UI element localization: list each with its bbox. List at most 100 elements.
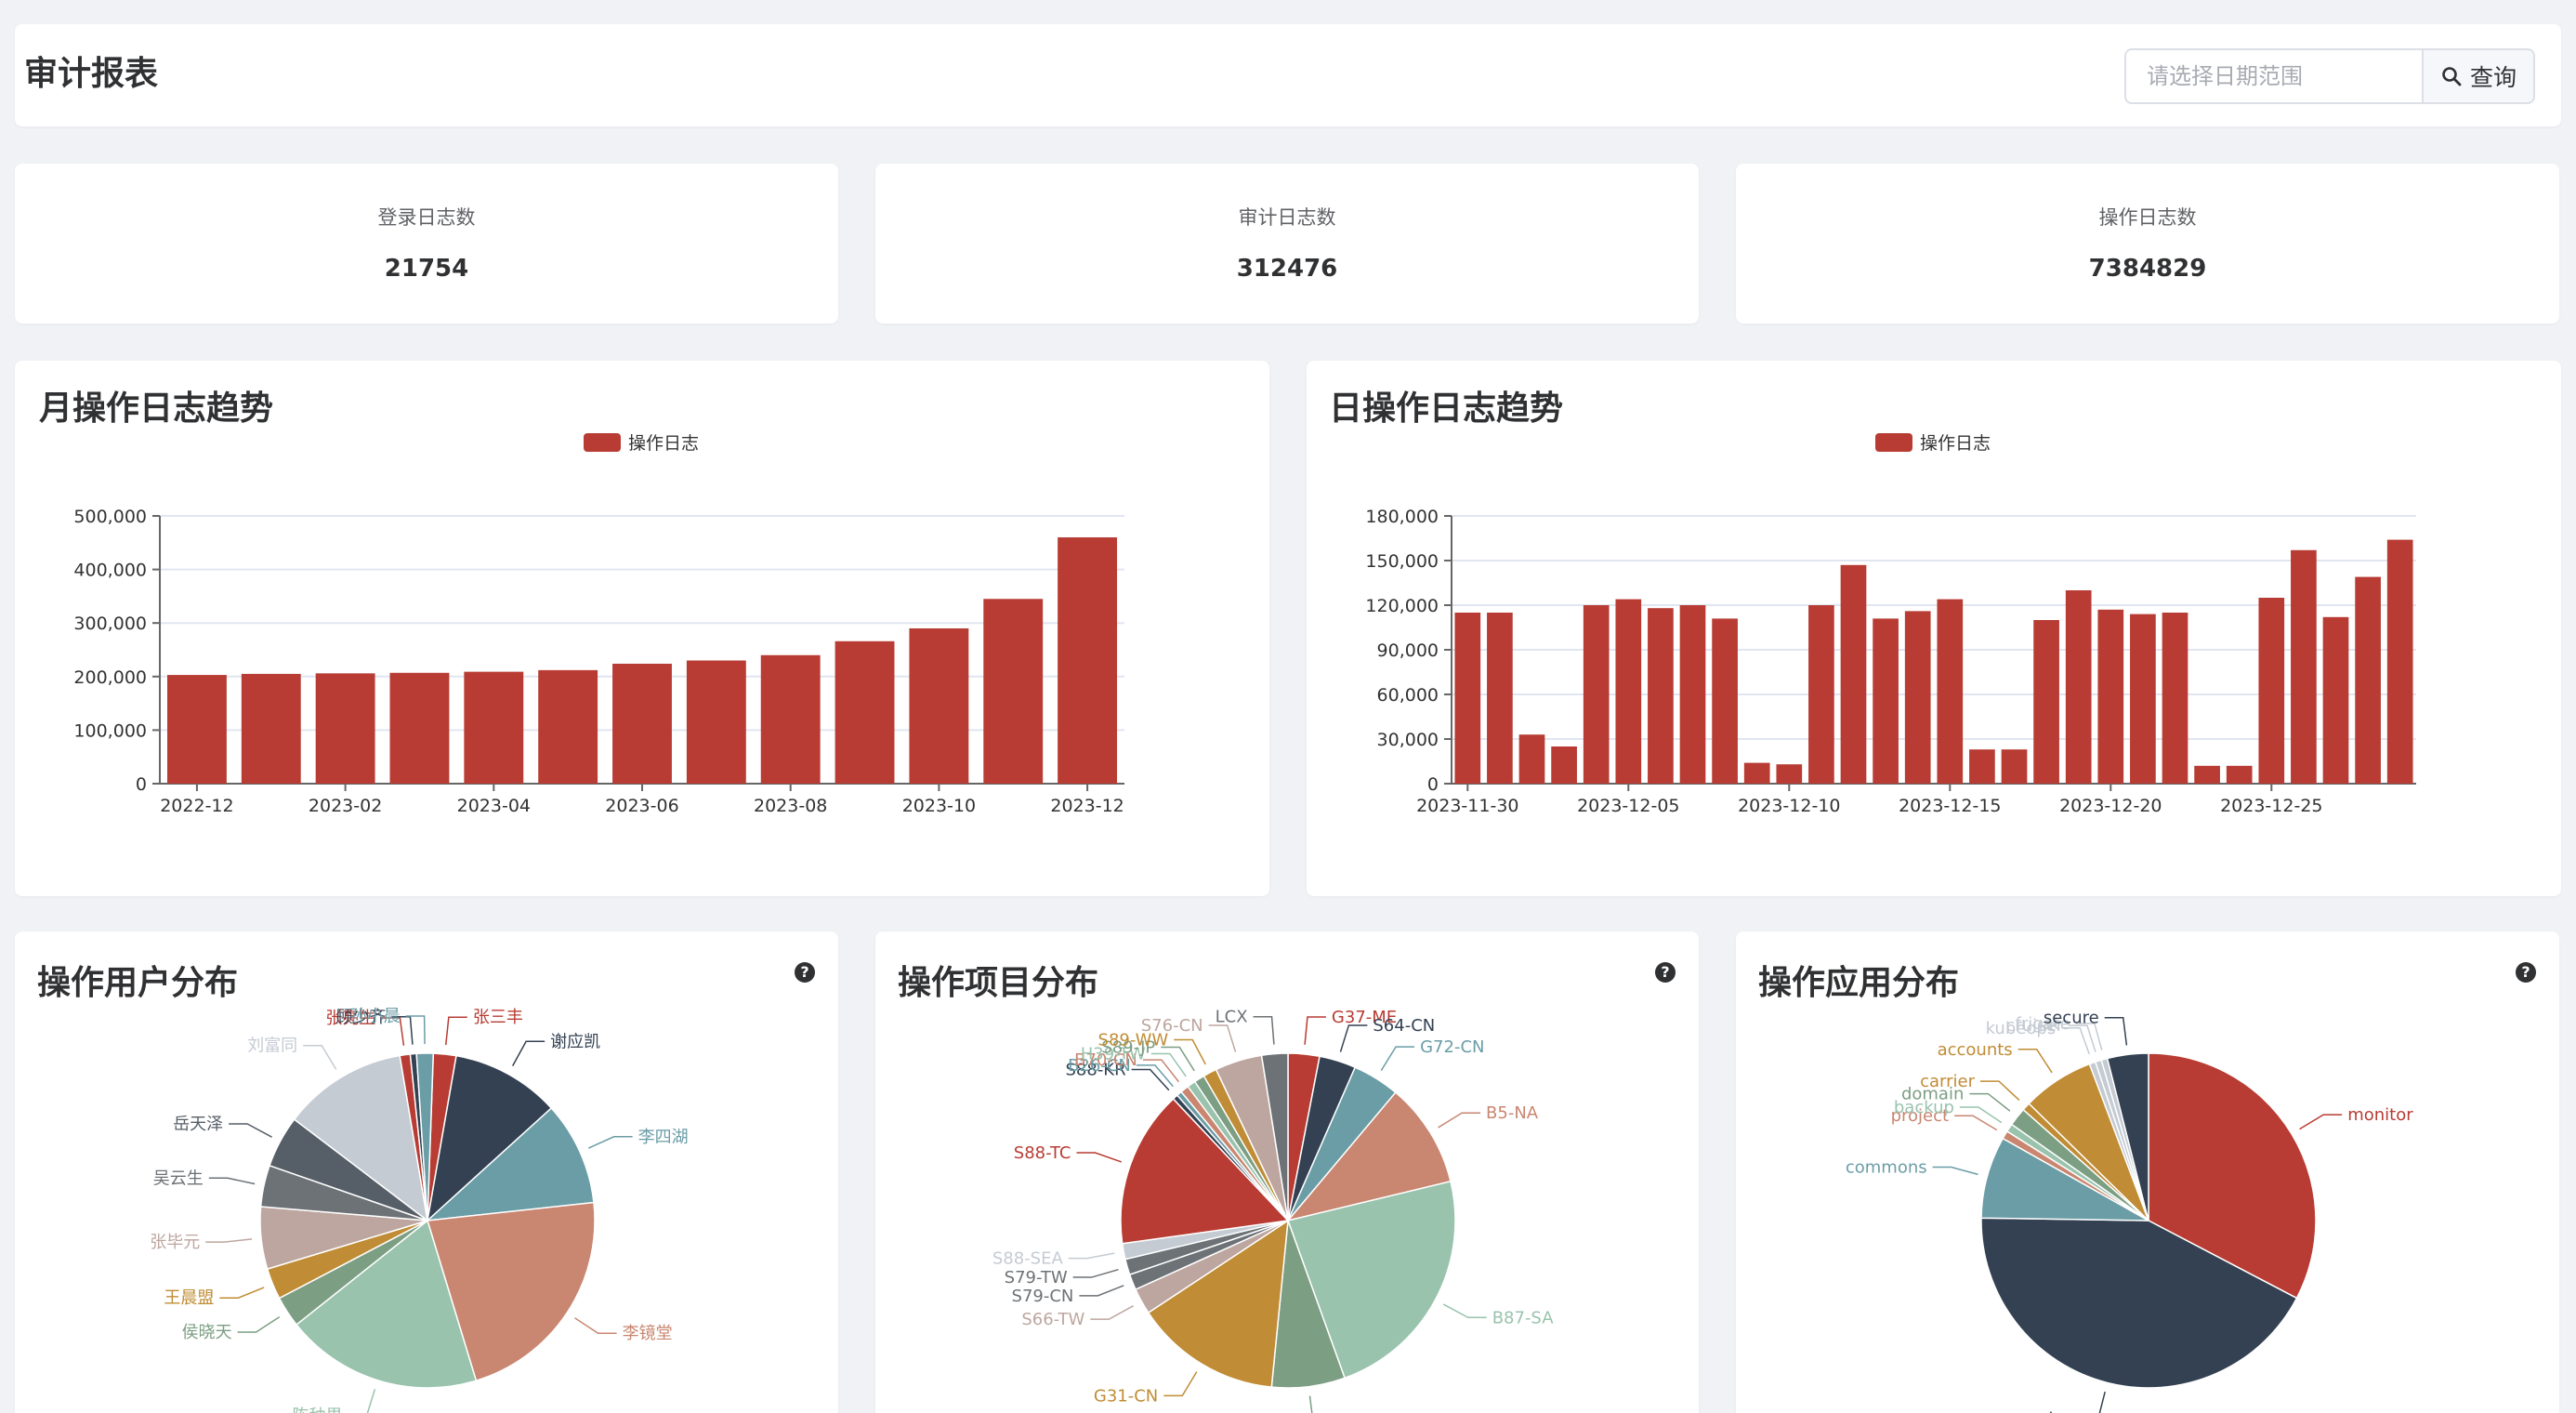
bar [2291,549,2317,784]
bar [2001,749,2028,784]
pie-slice [295,1219,478,1389]
label-line [405,1015,426,1045]
bar [1551,746,1577,784]
pie-slice [1287,1180,1456,1380]
help-icon[interactable]: ? [2516,962,2536,983]
pie-slice [1980,1137,2149,1222]
slice-label: G37-ME [1332,1008,1397,1027]
x-tick-label: 2023-10 [902,796,976,816]
pie-slice [1980,1217,2298,1389]
bar [1615,599,1642,784]
x-tick-label: 2023-04 [457,796,531,816]
label-line [1076,1152,1123,1163]
pie-slice [293,1054,429,1222]
project-pie-chart: G37-MES64-CNG72-CNB5-NAB87-SAG72-EURG31-… [992,1008,1554,1413]
slice-label: S66-TW [1021,1310,1084,1329]
slice-label: S79-CN [1012,1287,1074,1306]
label-line [2068,1024,2096,1052]
bar [1058,537,1118,784]
label-line [2075,1023,2103,1050]
slice-label: G31-CN [1094,1386,1158,1406]
pie-slice [2106,1052,2149,1222]
slice-label: carrier [1920,1072,1975,1091]
label-line [2299,1114,2343,1130]
slice-label: kubeops [1986,1019,2057,1038]
slice-label: 谢应凯 [550,1032,600,1051]
x-tick-label: 2023-11-30 [1416,796,1518,816]
help-icon[interactable]: ? [1655,962,1676,983]
slice-label: 顾少齐 [335,1008,386,1027]
label-line [1304,1016,1326,1045]
slice-label: project [1891,1106,1949,1126]
label-line [574,1317,617,1334]
label-line [1438,1112,1481,1129]
slice-label: G72-CN [1420,1037,1484,1057]
slice-label: 李四湖 [638,1128,689,1147]
help-icon[interactable]: ? [795,962,815,983]
bar [1518,734,1545,784]
label-line [444,1016,467,1046]
label-line [1442,1303,1487,1319]
search-icon [2442,67,2462,86]
pie-slice [1147,1219,1289,1388]
slice-label: 张毕元 [150,1233,200,1252]
label-line [1136,1064,1174,1088]
slice-label: S88-TC [1014,1143,1071,1163]
y-tick-label: 30,000 [1377,730,1439,750]
slice-label: commons [1846,1158,1927,1178]
slice-label: LCX [1216,1008,1248,1027]
bar [1873,618,1899,784]
bar [1743,762,1770,784]
monthly-chart-title: 月操作日志趋势 [39,390,274,428]
label-line [1163,1371,1198,1397]
label-line [366,1389,376,1413]
pie-slice [1260,1052,1289,1222]
slice-label: 侯晓天 [182,1323,232,1342]
y-tick-label: 300,000 [73,614,147,634]
x-tick-label: 2023-12 [1050,796,1124,816]
bar [612,663,672,784]
legend-swatch [1875,433,1912,452]
y-tick-label: 180,000 [1365,507,1439,527]
y-tick-label: 0 [1427,774,1439,795]
slice-label: S88-SEA [992,1249,1064,1269]
bar [2065,590,2092,784]
bar [2162,613,2188,784]
label-line [219,1287,265,1299]
slice-label: 陈种果 [293,1406,343,1413]
date-range-input[interactable] [2124,48,2424,104]
daily-chart-title: 日操作日志趋势 [1329,390,1564,428]
slice-label: 孙小晨 [350,1007,401,1026]
label-line [1380,1046,1415,1072]
label-line [1969,1092,2011,1112]
label-line [1253,1015,1275,1045]
bar [1583,605,1610,784]
bar [1648,608,1674,784]
label-line [2104,1016,2128,1046]
label-line [2017,1049,2053,1074]
label-line [303,1044,337,1070]
x-tick-label: 2023-12-15 [1899,796,2001,816]
label-line [1090,1305,1134,1320]
bar [1776,764,1803,784]
project-distribution-title: 操作项目分布 [898,964,1099,1002]
pie-slice [427,1201,596,1382]
bar [538,669,598,784]
bar [1487,613,1513,784]
slice-label: secure [2044,1009,2099,1028]
query-button[interactable]: 查询 [2422,48,2535,104]
bar [1937,599,1964,784]
y-tick-label: 60,000 [1377,685,1439,706]
slice-label: S64-CN [1373,1016,1435,1036]
bar [1679,605,1706,784]
label-line [1308,1395,1313,1413]
page-title: 审计报表 [24,55,159,93]
pie-slice [1285,1091,1452,1222]
bar [760,654,821,784]
bar [166,675,227,784]
label-line [237,1315,281,1333]
x-tick-label: 2023-12-20 [2059,796,2162,816]
bar [1840,564,1867,784]
legend-swatch [584,433,621,452]
label-line [1068,1252,1115,1260]
